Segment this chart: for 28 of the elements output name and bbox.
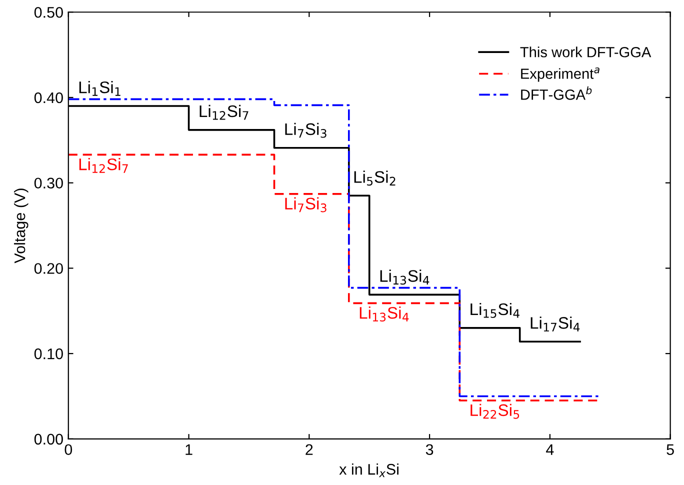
- y-tick-label: 0.20: [34, 263, 63, 274]
- data-label: Li$_{12}$Si$_{7}$: [79, 158, 128, 173]
- data-label: Li$_{1}$Si$_{1}$: [79, 81, 120, 96]
- y-tick-label: 0.50: [34, 6, 63, 18]
- y-tick-label: 0.30: [34, 178, 63, 189]
- y-tick-label: 0.00: [34, 434, 63, 445]
- x-tick-label: 1: [186, 444, 192, 455]
- data-label: Li$_{15}$Si$_{4}$: [470, 302, 520, 318]
- data-label: Li$_{13}$Si$_{4}$: [360, 306, 409, 322]
- data-label: Li$_{17}$Si$_{4}$: [530, 316, 580, 332]
- legend-label: DFT-GGA$^{b}$: [521, 86, 592, 100]
- legend-label: This work DFT-GGA: [520, 46, 652, 58]
- x-tick-label: 4: [546, 444, 554, 455]
- x-axis-title: x in Li$_{x}$Si: [339, 464, 398, 478]
- x-tick-label: 3: [426, 444, 434, 456]
- y-tick-label: 0.40: [34, 92, 63, 104]
- x-tick-label: 5: [666, 444, 674, 456]
- x-tick-label: 0: [64, 444, 72, 456]
- data-label: Li$_{7}$Si$_{3}$: [285, 197, 326, 212]
- data-label: Li$_{12}$Si$_{7}$: [200, 104, 248, 120]
- x-tick-label: 2: [306, 444, 313, 455]
- legend-label: Experiment$^{a}$: [521, 67, 600, 82]
- y-axis-title: Voltage (V): [14, 188, 28, 264]
- data-label: Li$_{5}$Si$_{2}$: [354, 170, 396, 186]
- data-label: Li$_{22}$Si$_{5}$: [470, 404, 520, 419]
- data-label: Li$_{13}$Si$_{4}$: [380, 270, 430, 285]
- y-tick-label: 0.10: [34, 348, 63, 360]
- data-label: Li$_{7}$Si$_{3}$: [285, 122, 326, 138]
